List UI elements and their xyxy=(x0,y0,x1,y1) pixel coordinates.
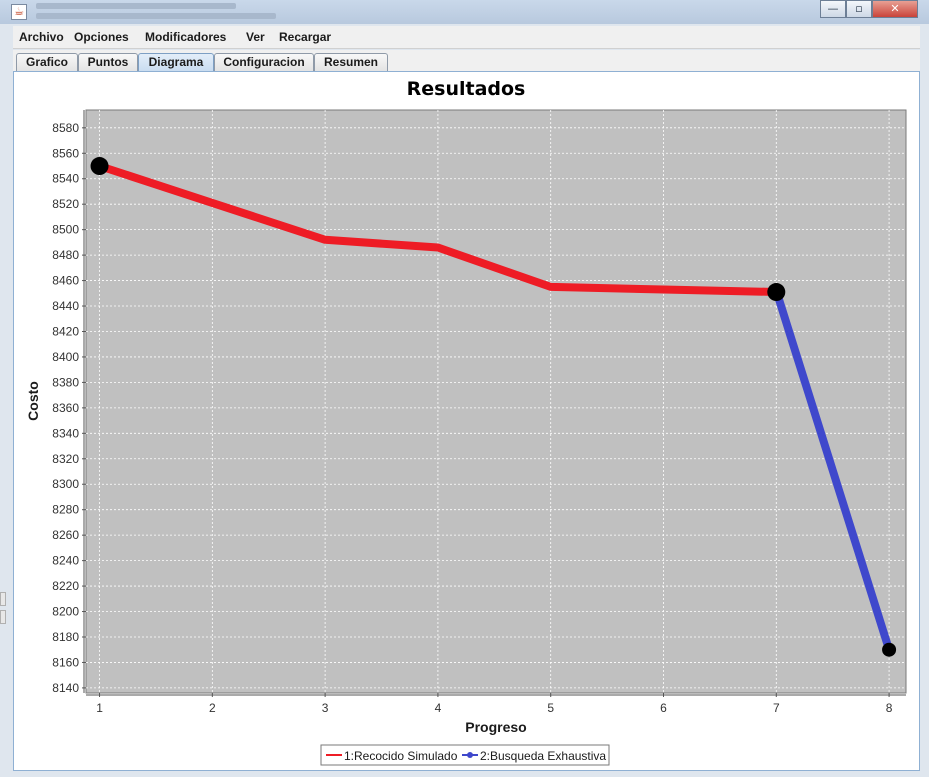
legend: 1:Recocido Simulado 2:Busqueda Exhaustiv… xyxy=(320,744,610,766)
x-tick-label: 6 xyxy=(660,701,667,715)
y-tick-label: 8480 xyxy=(52,248,79,262)
y-tick-label: 8300 xyxy=(52,477,79,491)
close-button[interactable]: ✕ xyxy=(872,0,918,18)
tab-grafico[interactable]: Grafico xyxy=(16,53,78,72)
plot-area xyxy=(85,109,907,694)
series-line-1 xyxy=(95,162,781,296)
y-tick-label: 8240 xyxy=(52,554,79,568)
window-title-blurred xyxy=(36,3,236,9)
legend-marker-series2 xyxy=(467,752,473,758)
y-tick-label: 8260 xyxy=(52,528,79,542)
y-tick-label: 8500 xyxy=(52,223,79,237)
y-tick-label: 8520 xyxy=(52,197,79,211)
legend-label-series2: 2:Busqueda Exhaustiva xyxy=(480,749,606,763)
minimize-button[interactable]: — xyxy=(820,0,846,18)
y-tick-label: 8540 xyxy=(52,172,79,186)
java-icon: ☕ xyxy=(11,4,27,20)
menu-modificadores[interactable]: Modificadores xyxy=(145,30,227,44)
tab-bar: Grafico Puntos Diagrama Configuracion Re… xyxy=(13,50,920,72)
y-tick-label: 8580 xyxy=(52,121,79,135)
x-tick-label: 1 xyxy=(96,701,103,715)
tab-diagrama[interactable]: Diagrama xyxy=(138,53,214,72)
y-tick-label: 8200 xyxy=(52,605,79,619)
tab-puntos[interactable]: Puntos xyxy=(78,53,138,72)
menu-recargar[interactable]: Recargar xyxy=(279,30,332,44)
background-window-fragment xyxy=(0,592,6,606)
x-tick-label: 7 xyxy=(773,701,780,715)
y-tick-label: 8440 xyxy=(52,299,79,313)
marker-layer xyxy=(90,157,897,657)
y-tick-label: 8320 xyxy=(52,452,79,466)
x-tick-label: 2 xyxy=(209,701,216,715)
series-layer xyxy=(95,162,894,654)
legend-label-series1: 1:Recocido Simulado xyxy=(344,749,458,763)
y-tick-label: 8560 xyxy=(52,146,79,160)
series-line-2 xyxy=(772,286,894,654)
y-tick-label: 8420 xyxy=(52,324,79,338)
y-tick-label: 8400 xyxy=(52,350,79,364)
x-tick-label: 4 xyxy=(435,701,442,715)
background-window-fragment xyxy=(0,610,6,624)
y-tick-label: 8460 xyxy=(52,274,79,288)
grid-lines xyxy=(86,110,906,693)
y-tick-label: 8140 xyxy=(52,681,79,695)
x-axis-label: Progreso xyxy=(465,719,526,735)
x-tick-label: 8 xyxy=(886,701,893,715)
window-subtitle-blurred xyxy=(36,13,276,19)
data-point-marker xyxy=(882,642,897,657)
x-axis: 1 2 3 4 5 6 7 8 xyxy=(86,693,906,715)
y-axis-label: Costo xyxy=(25,381,41,421)
tab-resumen[interactable]: Resumen xyxy=(314,53,388,72)
y-tick-label: 8280 xyxy=(52,503,79,517)
y-tick-label: 8180 xyxy=(52,630,79,644)
y-tick-label: 8340 xyxy=(52,426,79,440)
y-tick-label: 8160 xyxy=(52,655,79,669)
y-tick-label: 8380 xyxy=(52,375,79,389)
title-bar[interactable]: ☕ — ▫ ✕ xyxy=(0,0,929,24)
maximize-button[interactable]: ▫ xyxy=(846,0,872,18)
menu-opciones[interactable]: Opciones xyxy=(74,30,129,44)
menu-bar: Archivo Opciones Modificadores Ver Recar… xyxy=(13,26,920,49)
data-point-marker xyxy=(767,283,786,302)
data-point-marker xyxy=(90,157,109,176)
tab-configuracion[interactable]: Configuracion xyxy=(214,53,314,72)
x-tick-label: 3 xyxy=(322,701,329,715)
menu-archivo[interactable]: Archivo xyxy=(19,30,64,44)
y-tick-label: 8220 xyxy=(52,579,79,593)
menu-ver[interactable]: Ver xyxy=(246,30,265,44)
chart-title: Resultados xyxy=(407,78,526,100)
y-tick-label: 8360 xyxy=(52,401,79,415)
y-axis: 8140 8160 8180 8200 8220 8240 8260 8280 8300 8320… xyxy=(52,110,86,695)
x-tick-label: 5 xyxy=(547,701,554,715)
